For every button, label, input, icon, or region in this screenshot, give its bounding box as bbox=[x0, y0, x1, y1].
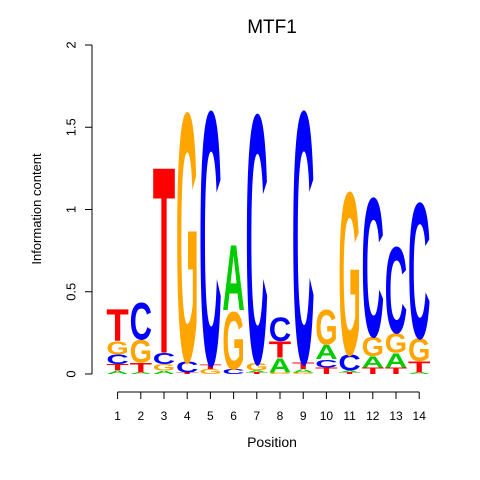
logo-letter-C: C bbox=[130, 293, 152, 351]
logo-letter-A: A bbox=[338, 370, 361, 373]
logo-letter-C: C bbox=[106, 352, 128, 367]
logo-letter-T: T bbox=[153, 112, 175, 410]
logo-letter-G: G bbox=[408, 332, 430, 368]
logo-letter-A: A bbox=[246, 370, 269, 373]
logo-letter-G: G bbox=[269, 372, 291, 374]
logo-letter-A: A bbox=[292, 368, 314, 373]
logo-letter-C: C bbox=[246, 40, 268, 439]
x-tick-label: 11 bbox=[343, 409, 356, 423]
logo-letter-C: C bbox=[315, 357, 338, 370]
logo-letter-T: T bbox=[315, 366, 338, 376]
logo-letter-C: C bbox=[385, 223, 407, 360]
logo-letter-T: T bbox=[106, 300, 128, 351]
y-axis-label: Information content bbox=[29, 153, 44, 265]
logo-column-4: TCG bbox=[176, 38, 199, 437]
logo-letter-T: T bbox=[338, 372, 361, 375]
logo-letter-A: A bbox=[315, 340, 337, 363]
logo-letter-T: T bbox=[246, 372, 269, 375]
logo-letter-C: C bbox=[222, 368, 244, 376]
logo-letter-C: C bbox=[338, 350, 360, 376]
y-tick-label: 0 bbox=[63, 370, 78, 377]
logo-letter-C: C bbox=[408, 163, 430, 379]
logo-letter-G: G bbox=[222, 296, 244, 388]
x-tick-label: 10 bbox=[320, 409, 334, 423]
y-tick-label: 1.5 bbox=[63, 118, 78, 136]
logo-letter-A: A bbox=[362, 354, 385, 371]
logo-letter-C: C bbox=[153, 351, 176, 368]
logo-letter-T: T bbox=[292, 361, 315, 371]
logo-letter-T: T bbox=[199, 363, 221, 371]
logo-letter-T: T bbox=[106, 363, 129, 373]
x-tick-label: 9 bbox=[300, 409, 307, 423]
logo-letter-G: G bbox=[199, 368, 221, 376]
chart-title: MTF1 bbox=[247, 17, 297, 38]
x-tick-label: 14 bbox=[413, 409, 427, 423]
logo-letter-G: G bbox=[176, 38, 198, 437]
logo-letter-C: C bbox=[176, 359, 199, 376]
x-tick-label: 7 bbox=[253, 409, 260, 423]
x-tick-label: 12 bbox=[366, 409, 380, 423]
logo-letter-C: C bbox=[362, 157, 384, 379]
logo-column-5: GTC bbox=[199, 36, 221, 442]
x-tick-label: 8 bbox=[277, 409, 284, 423]
logo-letter-T: T bbox=[269, 337, 292, 362]
logo-letter-T: T bbox=[176, 372, 199, 375]
logo-letter-G: G bbox=[292, 372, 314, 374]
x-tick-label: 6 bbox=[230, 409, 237, 423]
x-axis: 1 2 3 4 5 6 7 8 9 10 11 12 13 14 bbox=[114, 391, 427, 423]
logo-letter-G: G bbox=[338, 145, 360, 405]
logo-letter-A: A bbox=[269, 354, 291, 377]
logo-letter-G: G bbox=[106, 338, 128, 358]
logo-letter-G: G bbox=[385, 328, 407, 358]
x-tick-label: 4 bbox=[184, 409, 191, 423]
logo-letter-A: A bbox=[130, 372, 153, 375]
logo-letter-G: G bbox=[315, 299, 337, 355]
logo-letter-C: C bbox=[199, 36, 221, 442]
y-tick-label: 1 bbox=[63, 206, 78, 213]
logo-letter-G: G bbox=[246, 360, 268, 373]
logo-letter-C: C bbox=[292, 37, 314, 440]
logo-letter-T: T bbox=[130, 360, 153, 375]
logo-letter-A: A bbox=[222, 225, 244, 330]
logo-letter-G: G bbox=[153, 363, 175, 373]
y-axis: 0 0.5 1 1.5 2 bbox=[63, 41, 93, 378]
x-tick-label: 3 bbox=[161, 409, 168, 423]
logo-letter-G: G bbox=[130, 334, 152, 370]
x-tick-label: 1 bbox=[114, 409, 121, 423]
logo-letter-T: T bbox=[362, 366, 385, 376]
logo-letter-C: C bbox=[269, 310, 291, 349]
x-tick-label: 2 bbox=[137, 409, 144, 423]
logo-letter-A: A bbox=[385, 349, 407, 372]
logo-letter-T: T bbox=[385, 366, 408, 376]
x-tick-label: 13 bbox=[389, 409, 403, 423]
logo-letter-T: T bbox=[408, 358, 430, 376]
y-tick-label: 0.5 bbox=[63, 283, 78, 301]
logo-letter-A: A bbox=[106, 370, 128, 375]
x-tick-label: 5 bbox=[207, 409, 214, 423]
logo-letter-G: G bbox=[362, 332, 384, 362]
logo-letter-A: A bbox=[408, 372, 431, 375]
logo-letter-A: A bbox=[153, 370, 175, 375]
y-tick-label: 2 bbox=[63, 41, 78, 48]
logo-column-6: CGA bbox=[222, 225, 244, 387]
x-axis-label: Position bbox=[247, 434, 297, 450]
